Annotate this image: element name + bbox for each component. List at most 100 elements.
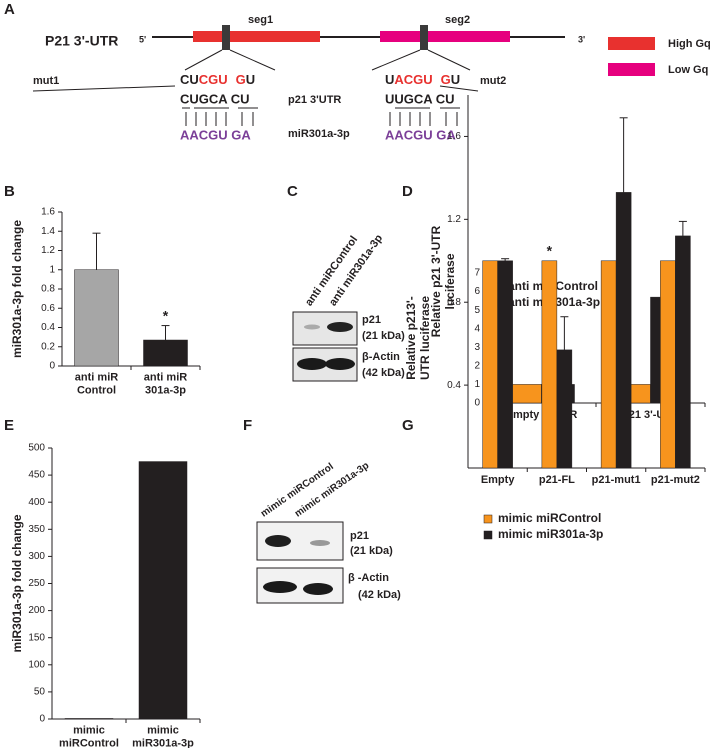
legend-label: High Gq xyxy=(668,38,711,50)
site1 xyxy=(222,25,230,50)
seq-part: U xyxy=(246,72,255,87)
y-tick-label: 500 xyxy=(28,443,45,454)
x-tick-label: anti miR 301a-3p xyxy=(144,372,187,397)
y-axis-title: Relative p21 3'-UTRluciferase xyxy=(429,225,457,337)
y-tick-label: 2 xyxy=(474,360,480,371)
band-label: β-Actin xyxy=(362,351,400,363)
bar xyxy=(556,349,573,469)
panel-letter: A xyxy=(4,1,15,18)
bar xyxy=(541,260,558,469)
y-tick-label: 1.4 xyxy=(41,226,55,237)
seq-part: CGU xyxy=(199,72,228,87)
y-tick-label: 6 xyxy=(474,286,480,297)
legend-label: mimic miRControl xyxy=(498,511,601,525)
band xyxy=(304,324,320,330)
band xyxy=(263,581,297,593)
bar xyxy=(74,269,119,367)
mir-seq: AACGU GA xyxy=(180,127,251,142)
y-tick-label: 0 xyxy=(39,714,45,725)
mir-seq: AACGU GA xyxy=(385,127,456,142)
y-tick-label: 0.2 xyxy=(41,341,55,352)
zoom-lines xyxy=(32,49,479,126)
y-tick-label: 400 xyxy=(28,497,45,508)
x-tick-label: mimic miR301a-3p xyxy=(132,725,194,748)
panel-letter: E xyxy=(4,417,14,434)
y-tick-label: 4 xyxy=(474,323,480,334)
bar xyxy=(497,260,513,469)
band xyxy=(310,540,330,546)
gene-title: P21 3'-UTR xyxy=(45,33,118,49)
band-size: (21 kDa) xyxy=(362,330,405,342)
seg2-box xyxy=(380,31,510,42)
band-label: β -Actin xyxy=(348,572,389,584)
bar xyxy=(482,260,498,469)
panel-letter: D xyxy=(402,183,413,200)
legend-label: mimic miR301a-3p xyxy=(498,527,603,541)
legend-swatch xyxy=(608,37,655,50)
panel-letter: B xyxy=(4,183,15,200)
x-tick-label: mimic miRControl xyxy=(59,725,119,748)
mut-label: mut1 xyxy=(33,75,59,87)
annotation: * xyxy=(163,307,169,323)
annotation: * xyxy=(547,242,553,258)
x-tick-label: p21-mut2 xyxy=(651,474,700,486)
legend-swatch xyxy=(608,63,655,76)
band-size: (42 kDa) xyxy=(362,367,405,379)
legend-label: Low Gq xyxy=(668,64,708,76)
panel-letter: F xyxy=(243,417,252,434)
y-tick-label: 200 xyxy=(28,605,45,616)
y-tick-label: 5 xyxy=(474,305,480,316)
x-tick-label: Empty xyxy=(481,474,516,486)
y-tick-label: 350 xyxy=(28,524,45,535)
y-tick-label: 1.2 xyxy=(41,245,55,256)
wt-seq: CUGCA CU xyxy=(180,91,250,106)
mir-label: miR301a-3p xyxy=(288,128,350,140)
band-label: p21 xyxy=(362,314,381,326)
seg-label: seg2 xyxy=(445,14,470,26)
panel-a: A P21 3'-UTR 5' 3' seg1 seg2 High Gq Low… xyxy=(4,1,711,142)
bar xyxy=(600,260,617,469)
y-tick-label: 0.4 xyxy=(447,380,461,391)
band xyxy=(297,358,327,370)
band-size: (42 kDa) xyxy=(358,589,401,601)
bar xyxy=(64,718,114,720)
site2 xyxy=(420,25,428,50)
y-axis-title: miR301a-3p fold change xyxy=(10,514,24,652)
band-label: p21 xyxy=(350,530,369,542)
seq-part: G xyxy=(236,72,246,87)
y-tick-label: 450 xyxy=(28,470,45,481)
band xyxy=(327,322,353,332)
band-size: (21 kDa) xyxy=(350,545,393,557)
seq-part: CU xyxy=(180,72,199,87)
panel-letter: C xyxy=(287,183,298,200)
x-tick-label: p21-FL xyxy=(539,474,575,486)
legend-swatch xyxy=(483,514,493,524)
y-tick-label: 1.6 xyxy=(447,131,461,142)
y-axis-title: miR301a-3p fold change xyxy=(10,220,24,358)
bar xyxy=(675,235,691,469)
y-tick-label: 1 xyxy=(49,264,55,275)
band xyxy=(265,535,291,547)
seq-part: ACGU xyxy=(394,72,432,87)
five-prime: 5' xyxy=(139,34,146,44)
y-tick-label: 50 xyxy=(34,687,46,698)
wt-label: p21 3'UTR xyxy=(288,94,341,106)
x-tick-label: anti miR Control xyxy=(75,372,118,397)
y-tick-label: 0.8 xyxy=(447,297,461,308)
mut-seq: CUCGU GU xyxy=(180,72,255,87)
seg-label: seg1 xyxy=(248,14,273,26)
seq-part: U xyxy=(385,72,394,87)
y-tick-label: 0.8 xyxy=(41,284,55,295)
mut-seq: UACGU GU xyxy=(385,72,460,87)
y-tick-label: 100 xyxy=(28,659,45,670)
y-tick-label: 1 xyxy=(474,379,480,390)
seq-part: U xyxy=(451,72,460,87)
y-tick-label: 150 xyxy=(28,632,45,643)
y-tick-label: 0 xyxy=(474,398,480,409)
x-tick-label: p21-mut1 xyxy=(592,474,641,486)
mut-label: mut2 xyxy=(480,75,506,87)
y-tick-label: 300 xyxy=(28,551,45,562)
bar xyxy=(508,384,542,404)
wt-seq: UUGCA CU xyxy=(385,91,455,106)
